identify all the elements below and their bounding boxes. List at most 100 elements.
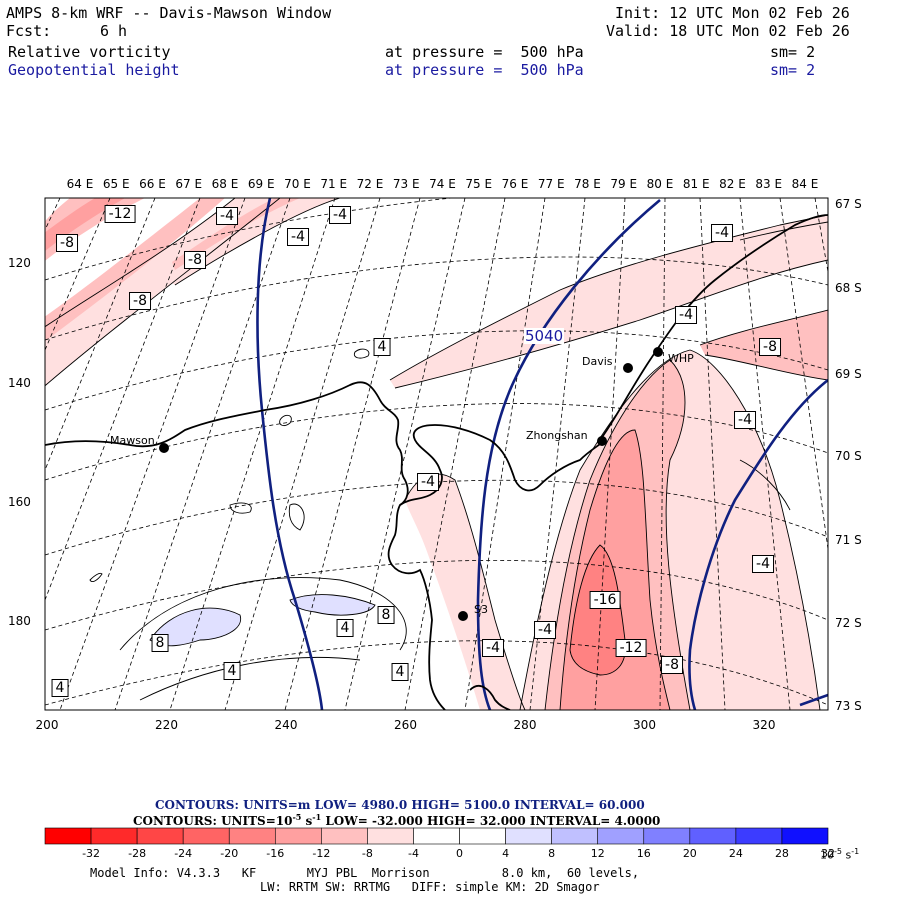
contour-label: -8: [661, 656, 683, 674]
contour-label: -4: [329, 206, 351, 224]
colorbar-swatch: [689, 827, 737, 845]
contour-label: 4: [373, 338, 391, 356]
graticule: [45, 198, 828, 710]
station-davis-marker: [623, 363, 633, 373]
longitude-label: 68 E: [211, 177, 239, 191]
x-tick-label: 300: [633, 718, 656, 732]
longitude-label: 69 E: [247, 177, 275, 191]
colorbar-tick-label: 20: [682, 847, 697, 860]
longitude-label: 74 E: [429, 177, 456, 191]
y-tick-label: 180: [8, 614, 31, 628]
colorbar-swatch: [505, 827, 552, 845]
model-info-physics: LW: RRTM SW: RRTMG DIFF: simple KM: 2D S…: [260, 880, 600, 894]
colorbar-swatch: [735, 827, 783, 845]
contour-label: 4: [391, 663, 409, 681]
longitude-label: 67 E: [175, 177, 203, 191]
station-mawson-label: Mawson: [110, 434, 155, 447]
longitude-label: 66 E: [139, 177, 166, 191]
latitude-label: 72 S: [835, 616, 862, 630]
longitude-label: 78 E: [574, 177, 601, 191]
colorbar-tick-label: -4: [407, 847, 419, 860]
longitude-label: 75 E: [465, 177, 493, 191]
contour-label: 4: [51, 679, 69, 697]
latitude-label: 73 S: [835, 699, 862, 713]
contours-vorticity-info: CONTOURS: UNITS=10-5 s-1 LOW= -32.000 HI…: [133, 812, 661, 828]
station-zhongshan-marker: [597, 436, 607, 446]
contour-label: -4: [734, 411, 756, 429]
neg-vort-band-nw2-inner: [45, 198, 125, 252]
contour-label: -12: [615, 639, 647, 657]
latitude-label: 68 S: [835, 281, 862, 295]
contour-label: -8: [759, 338, 781, 356]
contour-label: -16: [589, 591, 621, 609]
forecast-value: 6 h: [100, 22, 128, 40]
longitude-label: 76 E: [501, 177, 529, 191]
station-s3-label: S3: [474, 603, 488, 616]
x-tick-label: 240: [274, 718, 298, 732]
colorbar-tick-label: 0: [456, 847, 464, 860]
colorbar-tick-label: -24: [174, 847, 193, 860]
pos-vort-sw: [150, 608, 241, 646]
longitude-label: 81 E: [682, 177, 710, 191]
field2-name: Geopotential height: [8, 61, 180, 79]
longitude-label: 84 E: [791, 177, 819, 191]
contour-label: -8: [184, 251, 206, 269]
map-title: AMPS 8-km WRF -- Davis-Mawson Window: [6, 4, 332, 22]
colorbar-tick-label: -8: [361, 847, 373, 860]
station-zhongshan-label: Zhongshan: [526, 429, 588, 442]
colorbar-swatch: [274, 827, 322, 845]
colorbar-tick-label: -32: [82, 847, 101, 860]
colorbar-swatch: [551, 827, 599, 845]
contour-label: 8: [377, 606, 395, 624]
colorbar-swatch: [413, 827, 460, 845]
forecast-label: Fcst:: [6, 22, 52, 40]
contour-label: -8: [56, 234, 78, 252]
coastline: [45, 214, 828, 710]
colorbar-swatch: [597, 827, 645, 845]
colorbar-tick-label: 4: [502, 847, 510, 860]
neg-vort-east-ridge: [390, 215, 828, 388]
colorbar-swatch: [643, 827, 691, 845]
colorbar-swatch: [136, 827, 184, 845]
contour-label: -4: [711, 224, 733, 242]
field2-smoothing: sm= 2: [770, 61, 816, 79]
height-contour-label: 5040: [524, 327, 565, 345]
longitude-label: 80 E: [646, 177, 674, 191]
latitude-label: 71 S: [835, 533, 862, 547]
x-tick-label: 320: [752, 718, 776, 732]
latitude-label: 70 S: [835, 449, 862, 463]
contour-label: -4: [482, 639, 504, 657]
contour-label: -4: [675, 306, 697, 324]
neg-vort-east-inner: [570, 545, 626, 675]
colorbar-tick-label: 28: [774, 847, 789, 860]
neg-vort-band-nw-inner: [45, 198, 225, 342]
contour-label: -8: [129, 292, 151, 310]
contour-label: -4: [534, 621, 556, 639]
contour-label: -4: [417, 473, 439, 491]
x-tick-label: 260: [394, 718, 417, 732]
contour-label: -4: [752, 555, 774, 573]
contour-label: -4: [287, 228, 309, 246]
init-time: Init: 12 UTC Mon 02 Feb 26: [615, 4, 850, 22]
colorbar-unit: 10-5 s-1: [820, 847, 860, 862]
field1-level: at pressure = 500 hPa: [385, 43, 584, 61]
contour-label: -12: [104, 205, 136, 223]
longitude-label: 82 E: [719, 177, 746, 191]
colorbar-tick-label: 32: [821, 847, 835, 860]
colorbar-swatch: [459, 827, 506, 845]
longitude-label: 65 E: [102, 177, 130, 191]
contour-label: 4: [223, 662, 241, 680]
longitude-label: 83 E: [755, 177, 783, 191]
station-mawson-marker: [159, 443, 169, 453]
height-contours: [256, 198, 828, 710]
station-whp-label: WHP: [668, 352, 694, 365]
latitude-label: 67 S: [835, 197, 862, 211]
colorbar-swatch: [367, 827, 414, 845]
station-whp-marker: [653, 347, 663, 357]
neg-vort-band-nw2-outer: [45, 198, 145, 261]
longitude-label: 79 E: [610, 177, 638, 191]
contours-height-info: CONTOURS: UNITS=m LOW= 4980.0 HIGH= 5100…: [155, 798, 645, 812]
colorbar-swatch: [90, 827, 138, 845]
field1-smoothing: sm= 2: [770, 43, 816, 61]
